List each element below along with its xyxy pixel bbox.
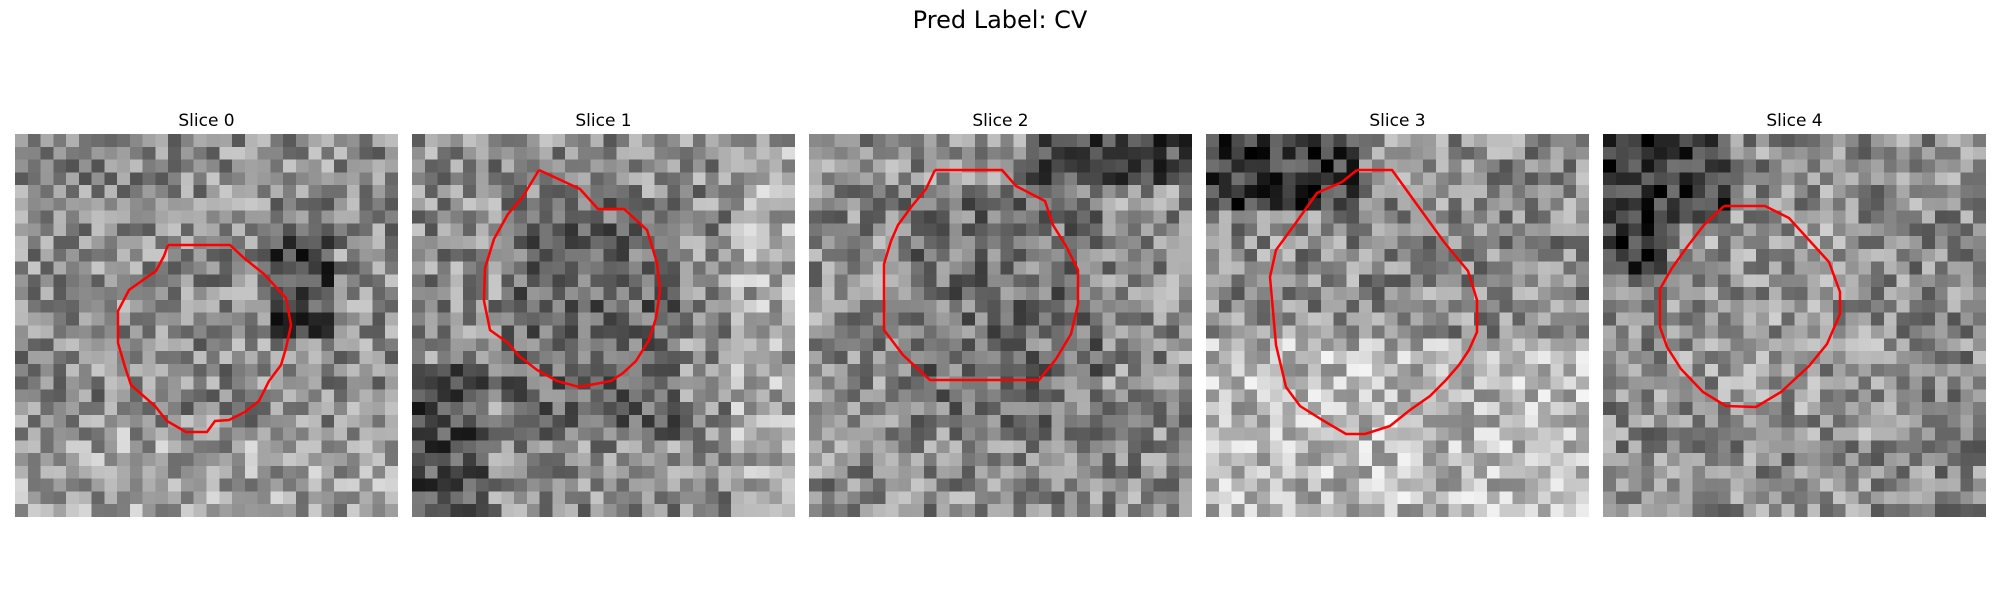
- slice-0-image: [15, 134, 398, 517]
- slice-1-title-wrap: Slice 1: [412, 108, 795, 134]
- slice-3-contour: [1268, 168, 1479, 436]
- figure-title: Pred Label: CV: [912, 6, 1088, 34]
- slice-3-title: Slice 3: [1369, 111, 1426, 131]
- slice-1-noise: [412, 134, 795, 517]
- slice-3-image: [1206, 134, 1589, 517]
- slice-3-title-wrap: Slice 3: [1206, 108, 1589, 134]
- slice-2-noise: [809, 134, 1192, 517]
- slice-1-image: [412, 134, 795, 517]
- slice-0-title-wrap: Slice 0: [15, 108, 398, 134]
- slice-0-noise: [15, 134, 398, 517]
- slice-2-title: Slice 2: [972, 111, 1029, 131]
- slice-4-image: [1603, 134, 1986, 517]
- slice-1-contour: [482, 168, 662, 389]
- slice-2-image: [809, 134, 1192, 517]
- slice-4-contour: [1658, 204, 1842, 409]
- slice-0-title: Slice 0: [178, 111, 235, 131]
- slice-3-noise: [1206, 134, 1589, 517]
- slice-2-contour: [882, 168, 1080, 382]
- slice-4-title: Slice 4: [1766, 111, 1823, 131]
- slice-4-noise: [1603, 134, 1986, 517]
- slice-1-title: Slice 1: [575, 111, 632, 131]
- slice-2-title-wrap: Slice 2: [809, 108, 1192, 134]
- slice-4-title-wrap: Slice 4: [1603, 108, 1986, 134]
- slice-0-contour: [116, 243, 293, 434]
